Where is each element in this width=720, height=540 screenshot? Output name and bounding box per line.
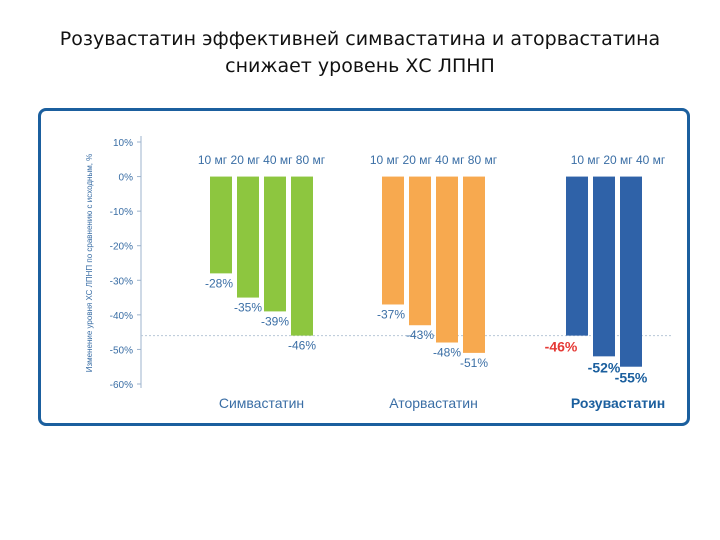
- group-label: Аторвастатин: [389, 395, 478, 411]
- dose-labels: 10 мг 20 мг 40 мг 80 мг: [370, 153, 498, 167]
- data-label: -37%: [377, 307, 405, 321]
- y-tick-label: -60%: [110, 380, 133, 391]
- bar: [436, 176, 458, 343]
- y-tick-label: -10%: [110, 207, 133, 218]
- bar: [291, 176, 313, 336]
- group-label: Розувастатин: [571, 395, 665, 411]
- bar: [463, 176, 485, 353]
- bar: [566, 176, 588, 336]
- y-tick-label: 0%: [119, 173, 134, 184]
- bar: [210, 176, 232, 274]
- data-label: -46%: [545, 339, 578, 355]
- data-label: -48%: [433, 346, 461, 360]
- data-label: -35%: [234, 301, 262, 315]
- title-line-1: Розувастатин эффективней симвастатина и …: [59, 28, 661, 50]
- bar: [382, 176, 404, 305]
- bar: [593, 176, 615, 357]
- dose-labels: 10 мг 20 мг 40 мг 80 мг: [198, 153, 326, 167]
- data-label: -52%: [588, 359, 621, 375]
- bar: [409, 176, 431, 326]
- y-tick-label: -20%: [110, 242, 133, 253]
- y-tick-label: -50%: [110, 345, 133, 356]
- y-tick-label: 10%: [113, 138, 133, 149]
- bar: [264, 176, 286, 312]
- dose-labels: 10 мг 20 мг 40 мг: [571, 153, 666, 167]
- title-line-2: снижает уровень ХС ЛПНП: [225, 55, 495, 77]
- data-label: -51%: [460, 356, 488, 370]
- slide-title: Розувастатин эффективней симвастатина и …: [0, 26, 720, 80]
- data-label: -46%: [288, 339, 316, 353]
- y-tick-label: -30%: [110, 276, 133, 287]
- y-tick-label: -40%: [110, 311, 133, 322]
- bar: [237, 176, 259, 298]
- bar: [620, 176, 642, 367]
- data-label: -39%: [261, 314, 289, 328]
- y-axis-title: Изменение уровня ХС ЛПНП по сравнению с …: [85, 154, 94, 373]
- data-label: -43%: [406, 328, 434, 342]
- data-label: -28%: [205, 276, 233, 290]
- data-label: -55%: [615, 370, 648, 386]
- group-label: Симвастатин: [219, 395, 304, 411]
